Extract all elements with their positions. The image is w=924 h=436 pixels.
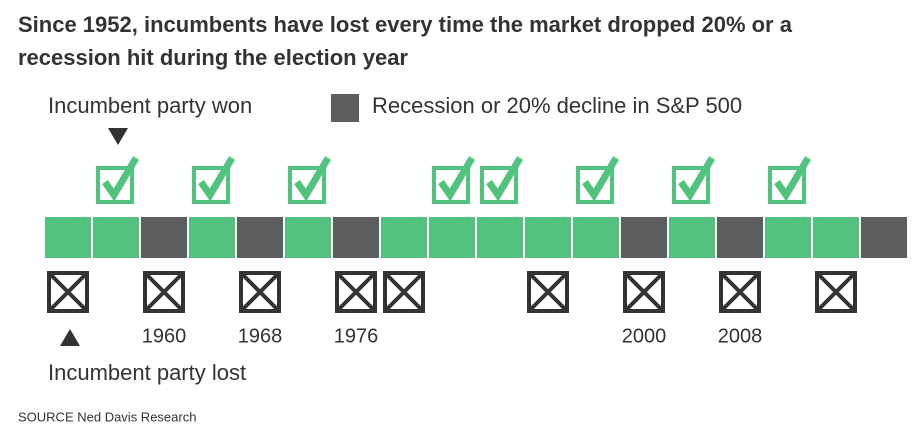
lost-icon: [335, 271, 377, 313]
year-block: [283, 215, 333, 260]
won-icon: [672, 156, 716, 204]
lost-icon: [719, 271, 761, 313]
year-block: [43, 215, 93, 260]
won-icon: [192, 156, 236, 204]
year-block: [571, 215, 621, 260]
won-icon: [768, 156, 812, 204]
year-block: [475, 215, 525, 260]
lost-icon: [527, 271, 569, 313]
year-block: [859, 215, 909, 260]
lost-icon: [239, 271, 281, 313]
year-block: [427, 215, 477, 260]
year-label: 1960: [142, 325, 187, 347]
year-block: [331, 215, 381, 260]
year-block: [715, 215, 765, 260]
lost-icon: [47, 271, 89, 313]
year-label: 1976: [334, 325, 379, 347]
year-block: [523, 215, 573, 260]
legend-won: Incumbent party won: [48, 93, 252, 118]
legend-recession: Recession or 20% decline in S&P 500: [372, 93, 742, 118]
lost-icon: [815, 271, 857, 313]
year-block: [235, 215, 285, 260]
won-pointer: [108, 128, 128, 145]
won-icon: [480, 156, 524, 204]
year-block: [811, 215, 861, 260]
legend-swatch: [331, 94, 359, 122]
won-icon: [288, 156, 332, 204]
title: Since 1952, incumbents have lost every t…: [18, 12, 792, 70]
year-label: 1968: [238, 325, 283, 347]
lost-icon: [383, 271, 425, 313]
year-block: [763, 215, 813, 260]
year-block: [91, 215, 141, 260]
lost-icon: [623, 271, 665, 313]
year-block: [379, 215, 429, 260]
lost-icon: [143, 271, 185, 313]
won-icon: [576, 156, 620, 204]
year-block: [187, 215, 237, 260]
year-block: [139, 215, 189, 260]
year-label: 2000: [622, 325, 667, 347]
source: SOURCE Ned Davis Research: [18, 409, 196, 424]
year-label: 2008: [718, 325, 763, 347]
legend-lost: Incumbent party lost: [48, 360, 246, 385]
year-block: [667, 215, 717, 260]
won-icon: [96, 156, 140, 204]
year-block: [619, 215, 669, 260]
won-icon: [432, 156, 476, 204]
lost-pointer: [60, 329, 80, 346]
